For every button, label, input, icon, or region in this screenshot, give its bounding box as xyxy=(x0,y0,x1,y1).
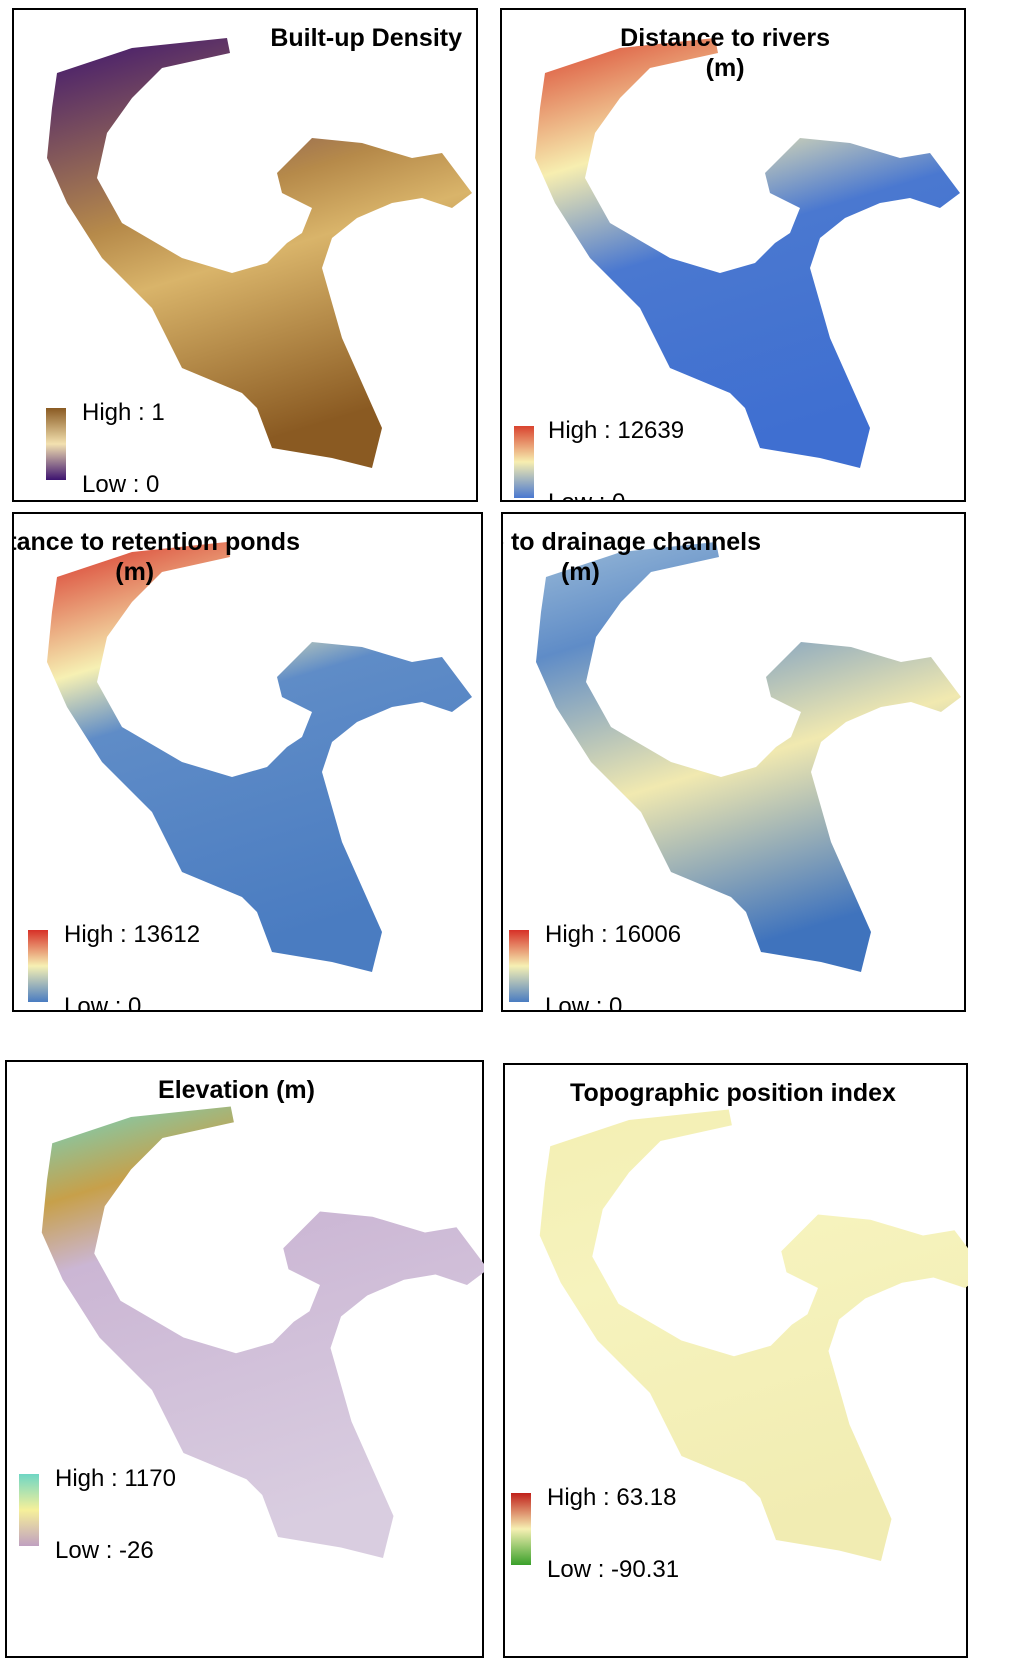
legend-low: Low : 0 xyxy=(548,489,625,502)
panel-title: Distance to retention ponds xyxy=(12,528,300,556)
legend-ramp xyxy=(509,930,529,1002)
legend-low: Low : 0 xyxy=(64,993,141,1012)
legend-high: High : 12639 xyxy=(548,417,684,444)
panel-title: Topographic position index xyxy=(570,1079,896,1107)
panel-title: Distance to rivers xyxy=(620,24,830,52)
map-panel: Built-up Density High : 1 Low : 0 xyxy=(12,8,478,502)
map-panel: Topographic position index High : 63.18 Lo… xyxy=(503,1063,968,1658)
study-area xyxy=(536,542,961,972)
legend-low: Low : 0 xyxy=(545,993,622,1012)
panel-title: (m) xyxy=(115,558,154,586)
legend-ramp xyxy=(46,408,66,480)
legend-high: High : 16006 xyxy=(545,921,681,948)
legend-ramp xyxy=(19,1474,39,1546)
panel-title: Built-up Density xyxy=(270,24,462,52)
legend-high: High : 1 xyxy=(82,399,165,426)
panel-title: (m) xyxy=(706,54,745,82)
panel-title: Distance to drainage channels xyxy=(501,528,761,556)
map-panel: Distance to rivers(m) High : 12639 Low : 0 xyxy=(500,8,966,502)
legend-ramp xyxy=(511,1493,531,1565)
legend-ramp xyxy=(514,426,534,498)
map-panel: Distance to drainage channels(m) High : 1… xyxy=(501,512,966,1012)
panel-title: (m) xyxy=(561,558,600,586)
figure: Built-up DensityHigh : 1Low : 0Distance … xyxy=(0,0,1023,1658)
legend-ramp xyxy=(28,930,48,1002)
map-panel: Elevation (m) High : 1170 Low : -26 xyxy=(5,1060,484,1658)
legend-high: High : 63.18 xyxy=(547,1484,676,1511)
legend-low: Low : -26 xyxy=(55,1537,154,1564)
map-panel: Distance to retention ponds(m) High : 136… xyxy=(12,512,483,1012)
legend-low: Low : -90.31 xyxy=(547,1556,679,1583)
legend-low: Low : 0 xyxy=(82,471,159,498)
legend-high: High : 1170 xyxy=(55,1465,176,1492)
study-area xyxy=(47,542,472,972)
study-area xyxy=(535,38,960,468)
panel-title: Elevation (m) xyxy=(158,1076,315,1104)
legend-high: High : 13612 xyxy=(64,921,200,948)
